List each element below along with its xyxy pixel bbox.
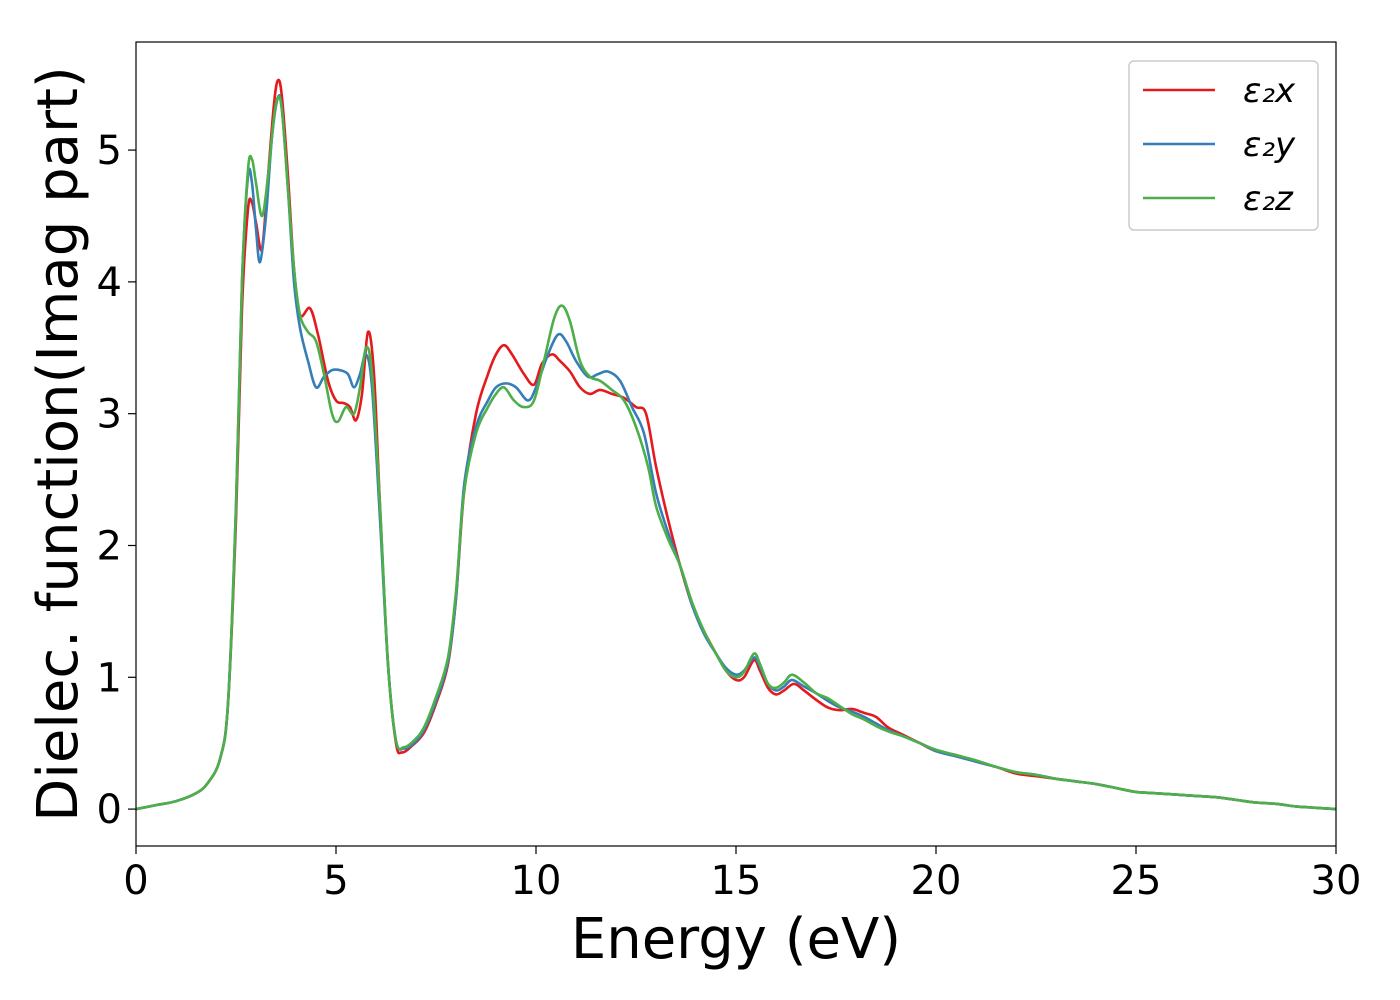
x-tick-label: 20: [911, 858, 962, 904]
series-layer: [136, 78, 1336, 811]
legend-label: ε₂z: [1243, 179, 1294, 219]
y-tick-label: 4: [97, 260, 122, 306]
y-axis-title: Dielec. function(Imag part): [26, 66, 91, 822]
x-tick-label: 0: [123, 858, 148, 904]
x-tick-label: 10: [511, 858, 562, 904]
legend-label: ε₂y: [1243, 125, 1296, 165]
legend: ε₂x ε₂y ε₂z: [1128, 60, 1319, 231]
y-tick-label: 5: [97, 128, 122, 174]
legend-label: ε₂x: [1243, 71, 1296, 111]
x-axis-title: Energy (eV): [571, 907, 901, 972]
x-tick-label: 5: [323, 858, 348, 904]
x-tick-label: 25: [1111, 858, 1162, 904]
series-line-e2z: [136, 95, 1336, 811]
x-axis: 0 5 10 15 20 25 30: [123, 846, 1361, 904]
y-tick-label: 0: [97, 787, 122, 833]
legend-box: [1128, 60, 1319, 231]
x-tick-label: 30: [1311, 858, 1362, 904]
y-axis: 0 1 2 3 4 5: [97, 128, 136, 833]
y-tick-label: 3: [97, 392, 122, 438]
y-tick-label: 2: [97, 523, 122, 569]
y-tick-label: 1: [97, 655, 122, 701]
x-tick-label: 15: [711, 858, 762, 904]
